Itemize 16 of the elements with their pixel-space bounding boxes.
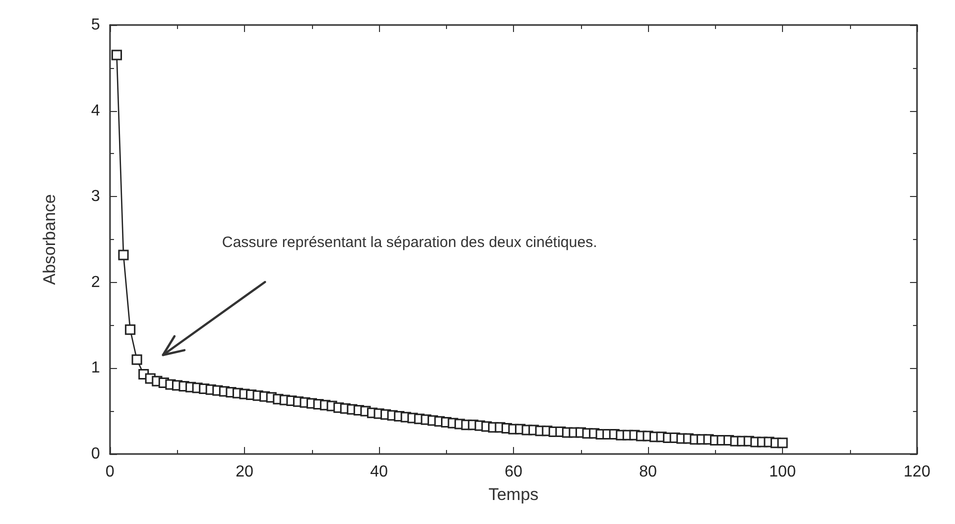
y-tick-label: 5: [91, 16, 100, 34]
x-tick-label: 0: [106, 464, 115, 480]
y-axis-title: Absorbance: [40, 194, 59, 285]
annotation: Cassure représentant la séparation des deux cinétiques.: [222, 234, 598, 251]
y-tick-label: 2: [91, 274, 100, 291]
x-tick-label: 100: [769, 464, 796, 480]
x-tick-label: 120: [904, 464, 930, 480]
y-tick-label: 3: [91, 188, 100, 206]
x-axis-title: Temps: [488, 485, 539, 504]
x-tick-label: 60: [504, 464, 522, 480]
x-tick-label: 80: [639, 464, 657, 480]
y-tick-label: 4: [91, 102, 100, 120]
y-tick-label: 1: [91, 360, 100, 377]
x-tick-label: 20: [236, 464, 254, 480]
x-tick-label: 40: [370, 464, 388, 480]
y-tick-label: 0: [91, 446, 100, 462]
